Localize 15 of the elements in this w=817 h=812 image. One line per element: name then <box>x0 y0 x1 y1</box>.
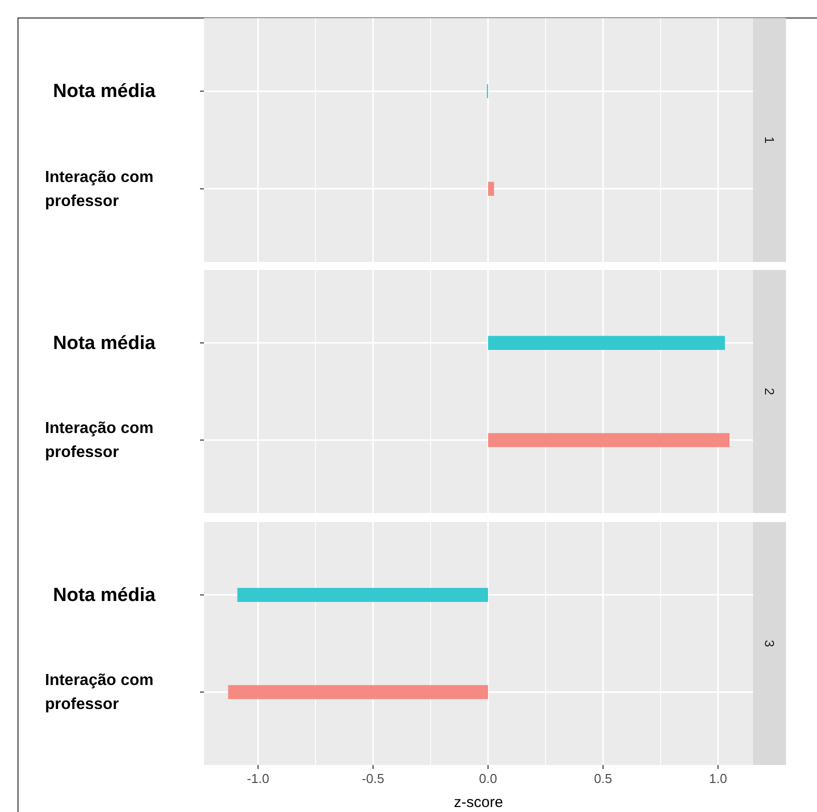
text: 2 <box>762 388 777 396</box>
x-tick-label: 0.0 <box>479 771 498 786</box>
x-tick-label: 1.0 <box>709 771 728 786</box>
y-tick-label: Interação com professor <box>45 672 154 713</box>
x-tick-label: -0.5 <box>362 771 384 786</box>
y-tick-label: Interação com professor <box>45 420 154 461</box>
y-tick-label: Nota média <box>53 584 156 606</box>
y-tick-label: Interação com professor <box>45 168 154 210</box>
y-tick-label: Nota média <box>53 332 156 354</box>
y-tick-label: Nota média <box>53 80 156 102</box>
text: 3 <box>762 640 777 648</box>
x-tick-label: 0.5 <box>594 771 612 786</box>
text: 1 <box>762 136 777 144</box>
x-axis-title: z-score <box>454 794 504 811</box>
x-tick-label: -1.0 <box>246 771 270 786</box>
